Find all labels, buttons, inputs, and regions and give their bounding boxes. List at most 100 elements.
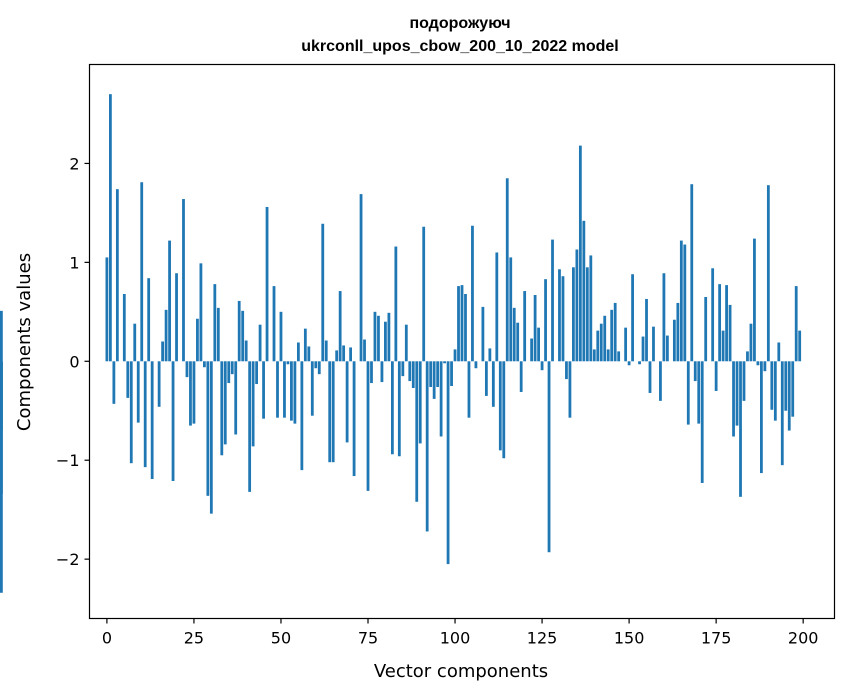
bar-146 bbox=[613, 302, 617, 362]
bar-42 bbox=[251, 361, 255, 447]
bar-149 bbox=[624, 327, 628, 362]
bar-6 bbox=[126, 361, 130, 398]
bar-115 bbox=[505, 178, 509, 362]
bar-161 bbox=[666, 335, 669, 362]
bar-79 bbox=[380, 361, 384, 383]
bar-29 bbox=[206, 361, 210, 496]
bar-163 bbox=[672, 319, 676, 362]
bar-118 bbox=[516, 322, 520, 362]
bar-125 bbox=[540, 361, 544, 371]
bar-38 bbox=[237, 300, 241, 362]
bar-154 bbox=[641, 336, 645, 362]
bar-10 bbox=[140, 182, 144, 362]
y-axis-label: Components values bbox=[14, 253, 35, 431]
bar-135 bbox=[575, 249, 579, 362]
bar-26 bbox=[196, 318, 199, 362]
bar-114 bbox=[502, 361, 506, 459]
bar-122 bbox=[530, 338, 534, 362]
bar-61 bbox=[317, 361, 321, 375]
bar-176 bbox=[718, 284, 722, 362]
bar-undefined bbox=[0, 310, 3, 362]
bar-35 bbox=[227, 361, 231, 384]
bar-181 bbox=[735, 361, 739, 426]
bar-136 bbox=[578, 145, 582, 362]
bar-140 bbox=[592, 349, 596, 362]
bar-126 bbox=[544, 279, 547, 362]
bar-186 bbox=[753, 238, 756, 362]
x-tick-label: 25 bbox=[184, 629, 204, 648]
bar-32 bbox=[216, 307, 220, 362]
bar-174 bbox=[711, 268, 715, 362]
bar-3 bbox=[115, 189, 119, 362]
bar-41 bbox=[248, 361, 252, 492]
bar-141 bbox=[596, 330, 600, 362]
bar-139 bbox=[589, 255, 593, 362]
bar-90 bbox=[418, 361, 422, 444]
bar-109 bbox=[484, 361, 488, 396]
bar-27 bbox=[199, 263, 203, 362]
bar-66 bbox=[335, 350, 339, 362]
y-tick-label: 0 bbox=[69, 352, 79, 371]
bar-156 bbox=[648, 361, 652, 393]
bar-189 bbox=[763, 361, 767, 372]
bar-25 bbox=[192, 361, 196, 424]
bar-197 bbox=[791, 361, 795, 417]
bar-87 bbox=[408, 361, 412, 382]
x-tick-label: 175 bbox=[701, 629, 732, 648]
bar-52 bbox=[286, 361, 290, 365]
bar-89 bbox=[415, 361, 419, 502]
bar-78 bbox=[377, 315, 380, 362]
bar-130 bbox=[558, 269, 561, 362]
bar-193 bbox=[777, 342, 781, 362]
bar-92 bbox=[425, 361, 429, 532]
bar-81 bbox=[387, 312, 391, 362]
bar-142 bbox=[599, 323, 603, 362]
x-axis-ticks: 0 25 50 75 100 125 150 175 200 bbox=[102, 618, 818, 648]
bar-120 bbox=[523, 291, 527, 362]
x-tick-label: 50 bbox=[271, 629, 291, 648]
bar-33 bbox=[220, 361, 224, 456]
bar-44 bbox=[258, 324, 262, 362]
bar-171 bbox=[700, 361, 704, 483]
bar-23 bbox=[185, 361, 189, 378]
bar-111 bbox=[491, 361, 495, 407]
bar-undefined bbox=[0, 361, 3, 494]
bar-20 bbox=[175, 273, 178, 362]
bar-8 bbox=[133, 323, 137, 362]
chart-subtitle: ukrconll_upos_cbow_200_10_2022 model bbox=[301, 38, 618, 55]
bar-51 bbox=[283, 361, 286, 418]
bar-68 bbox=[342, 345, 346, 362]
y-tick-label: −1 bbox=[56, 451, 80, 470]
bar-196 bbox=[787, 361, 791, 431]
bar-183 bbox=[742, 361, 746, 401]
bars-group bbox=[0, 94, 802, 593]
bar-63 bbox=[324, 340, 328, 362]
bar-22 bbox=[182, 199, 185, 362]
x-tick-label: 125 bbox=[527, 629, 558, 648]
bar-184 bbox=[746, 351, 749, 362]
bar-145 bbox=[610, 309, 614, 362]
bar-190 bbox=[766, 185, 770, 362]
bar-164 bbox=[676, 302, 680, 362]
bar-17 bbox=[164, 309, 168, 362]
bar-177 bbox=[721, 330, 725, 362]
bar-97 bbox=[443, 361, 446, 364]
bar-18 bbox=[168, 240, 171, 362]
bar-64 bbox=[328, 361, 332, 463]
bar-108 bbox=[481, 306, 485, 362]
bar-144 bbox=[606, 349, 610, 362]
bar-155 bbox=[645, 298, 648, 362]
bar-151 bbox=[631, 274, 634, 362]
bar-178 bbox=[725, 285, 728, 362]
bar-82 bbox=[390, 361, 394, 455]
bar-91 bbox=[422, 226, 426, 362]
bar-98 bbox=[446, 361, 450, 565]
bar-194 bbox=[780, 361, 784, 466]
bar-168 bbox=[690, 184, 694, 362]
bar-84 bbox=[397, 361, 401, 457]
bar-132 bbox=[565, 361, 568, 380]
bar-167 bbox=[686, 361, 690, 425]
bar-40 bbox=[244, 340, 248, 362]
bar-103 bbox=[464, 294, 467, 362]
bar-55 bbox=[296, 342, 300, 362]
